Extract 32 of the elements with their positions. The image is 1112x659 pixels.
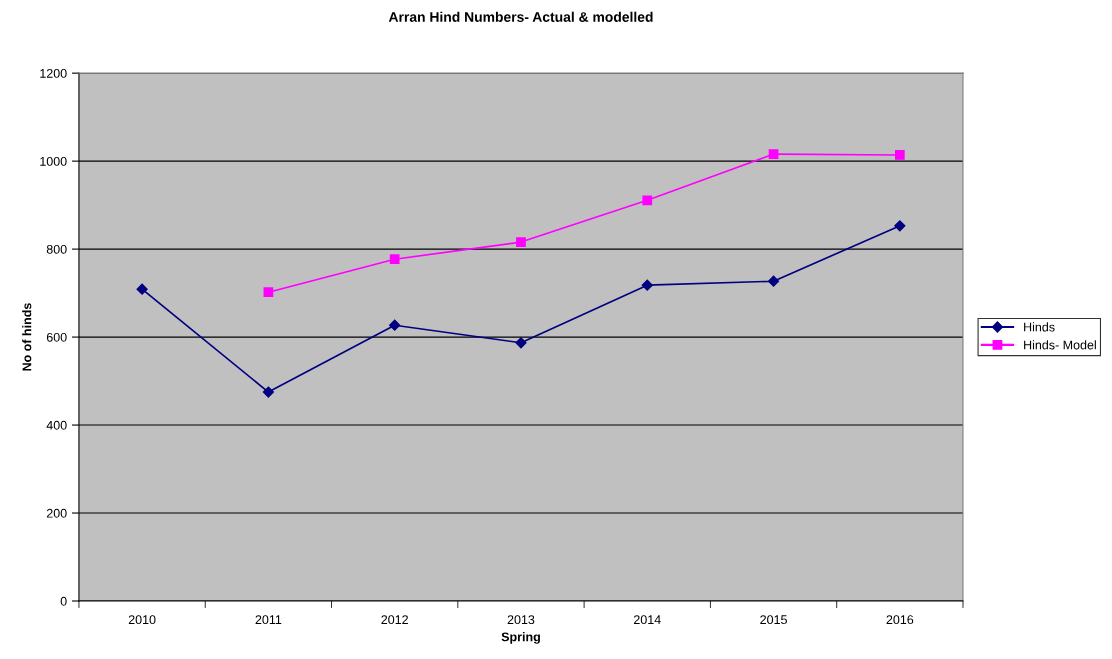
x-tick-label: 2016	[886, 615, 914, 625]
x-tick-label: 2015	[760, 615, 787, 625]
x-axis-title: Spring	[501, 632, 540, 644]
point	[894, 220, 906, 232]
point	[641, 279, 653, 291]
x-tick-label: 2014	[633, 615, 661, 625]
y-tick-label: 1200	[40, 68, 67, 78]
y-tick-label: 0	[60, 596, 67, 606]
point	[136, 283, 148, 295]
x-tick-label: 2010	[128, 615, 156, 625]
point	[516, 237, 526, 247]
point	[768, 149, 779, 159]
point	[389, 319, 401, 331]
point	[767, 275, 780, 287]
legend-label: Hinds- Model	[1024, 340, 1096, 350]
y-axis-title: No of hinds	[22, 303, 32, 371]
point	[894, 150, 905, 160]
point	[263, 287, 274, 298]
point	[515, 337, 527, 349]
legend-label: Hinds	[1024, 322, 1055, 332]
y-tick-label: 200	[46, 508, 67, 518]
y-tick-label: 1000	[40, 156, 67, 166]
x-tick-label: 2011	[255, 615, 282, 625]
y-tick-label: 400	[46, 420, 67, 430]
x-tick-label: 2012	[381, 615, 408, 625]
chart-title: Arran Hind Numbers- Actual & modelled	[388, 11, 653, 22]
point	[262, 386, 274, 398]
y-tick-label: 600	[46, 332, 67, 342]
point	[389, 254, 400, 265]
y-tick-label: 800	[46, 244, 67, 254]
x-tick-label: 2013	[507, 615, 535, 625]
point	[642, 195, 653, 206]
